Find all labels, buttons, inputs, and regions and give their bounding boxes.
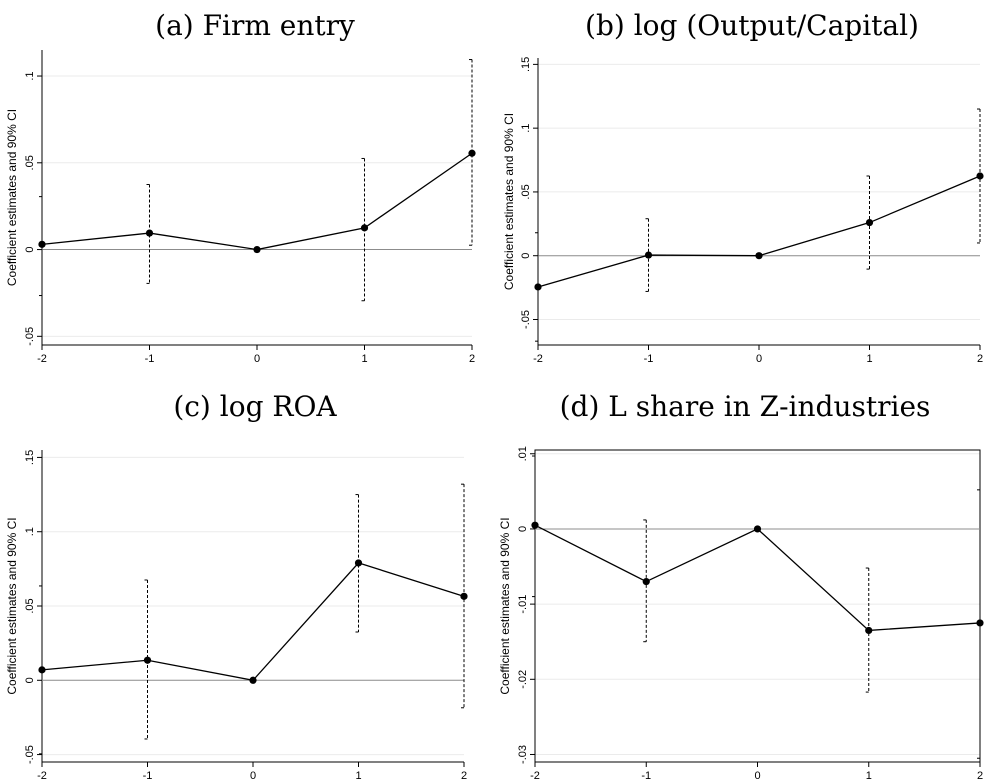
panel-a-y-tick-label: 0	[24, 246, 36, 252]
panel-c-x-tick-label: 2	[461, 770, 467, 782]
panel-b-series-line	[537, 175, 981, 288]
panel-c-point	[460, 592, 468, 600]
panel-c-point	[249, 676, 257, 684]
panel-b: (b) log (Output/Capital) Coefficient est…	[502, 9, 984, 365]
panel-a-x-tick-label: 0	[254, 353, 260, 365]
panel-a-y-tick-label: .1	[24, 71, 36, 80]
panel-a-x-tick-label: 2	[469, 353, 475, 365]
panel-b-title: (b) log (Output/Capital)	[585, 9, 919, 42]
panel-d-y-tick-label: .01	[517, 446, 529, 461]
panel-b-x-tick-label: -2	[533, 353, 543, 365]
panel-c-ylabel: Coefficient estimates and 90% CI	[5, 517, 19, 694]
panel-a-point	[468, 149, 476, 157]
panel-b-y-tick-label: .15	[520, 57, 532, 72]
panel-d-point	[865, 626, 873, 635]
panel-c-y-tick-label: .15	[24, 450, 36, 465]
panel-b-point	[976, 172, 984, 180]
panel-a: (a) Firm entry Coefficient estimates and…	[5, 9, 476, 365]
panel-b-point	[534, 283, 542, 291]
panel-d-x-tick-label: -1	[641, 770, 651, 782]
panel-b-x-tick-label: -1	[644, 353, 654, 365]
panel-c-x-tick-label: 1	[355, 770, 361, 782]
panel-d-point	[753, 525, 762, 533]
panel-a-point	[145, 229, 154, 237]
panel-d-x-tick-label: 2	[977, 770, 983, 782]
panel-c-point	[143, 656, 152, 664]
panel-d-y-tick-label: -.03	[517, 745, 529, 764]
panel-d-x-tick-label: 1	[866, 770, 872, 782]
panel-a-point	[253, 245, 261, 254]
panel-b-y-tick-label: 0	[520, 253, 532, 259]
panel-c-ci-bar	[355, 494, 359, 633]
panel-a-series-line	[41, 152, 473, 251]
panel-b-y-tick-label: -.05	[520, 310, 532, 329]
panel-b-x-tick-label: 1	[866, 353, 872, 365]
panel-d: (d) L share in Z-industries Coefficient …	[498, 390, 984, 782]
panel-d-y-tick-label: -.02	[517, 670, 529, 689]
panel-c-x-tick-label: -1	[143, 770, 153, 782]
panel-a-y-tick-label: .05	[24, 155, 36, 170]
panel-b-x-tick-label: 0	[756, 353, 762, 365]
panel-c-series-line	[41, 562, 465, 681]
panel-d-point	[976, 619, 984, 627]
panel-c-y-tick-label: .1	[24, 527, 36, 536]
panel-b-y-tick-label: .05	[520, 184, 532, 199]
panel-a-ci-bar	[39, 196, 43, 297]
panel-c-ci-bar	[39, 585, 43, 755]
panel-d-y-tick-label: 0	[517, 526, 529, 532]
panel-d-ylabel: Coefficient estimates and 90% CI	[498, 517, 512, 694]
panel-a-ci-bar	[146, 183, 150, 284]
panel-d-x-tick-label: 0	[754, 770, 760, 782]
panel-d-frame	[534, 449, 981, 763]
panel-a-x-tick-label: -1	[145, 353, 155, 365]
panel-d-point	[531, 521, 539, 529]
panel-b-point	[755, 252, 763, 260]
panel-b-point	[865, 218, 874, 227]
panel-a-x-tick-label: 1	[361, 353, 367, 365]
panel-b-ci-bar	[535, 232, 539, 342]
panel-d-y-tick-label: -.01	[517, 595, 529, 614]
panel-d-title: (d) L share in Z-industries	[560, 390, 931, 423]
panel-d-ci-bar	[977, 489, 981, 759]
panel-a-y-tick-label: -.05	[24, 327, 36, 346]
panel-d-series-line	[534, 524, 981, 632]
panel-d-point	[642, 577, 650, 586]
panel-a-x-tick-label: -2	[37, 353, 47, 365]
panel-c-y-tick-label: 0	[24, 677, 36, 683]
panel-c-title: (c) log ROA	[173, 390, 337, 423]
panel-c-ci-bar	[144, 579, 148, 740]
panel-c-point	[354, 559, 363, 567]
panel-a-ylabel: Coefficient estimates and 90% CI	[5, 109, 19, 286]
panel-c-y-tick-label: .05	[24, 598, 36, 613]
panel-d-x-tick-label: -2	[530, 770, 540, 782]
panel-c-y-tick-label: -.05	[24, 745, 36, 764]
panel-a-point	[38, 240, 46, 248]
panel-b-point	[644, 251, 653, 259]
panel-c-x-tick-label: -2	[37, 770, 47, 782]
panel-b-ylabel: Coefficient estimates and 90% CI	[502, 113, 516, 290]
panel-a-title: (a) Firm entry	[155, 9, 355, 42]
panel-c-point	[38, 666, 46, 674]
panel-a-point	[360, 224, 369, 232]
panel-c-x-tick-label: 0	[250, 770, 256, 782]
panel-c: (c) log ROA Coefficient estimates and 90…	[5, 390, 468, 782]
panel-b-x-tick-label: 2	[977, 353, 983, 365]
panel-b-y-tick-label: .1	[520, 124, 532, 133]
